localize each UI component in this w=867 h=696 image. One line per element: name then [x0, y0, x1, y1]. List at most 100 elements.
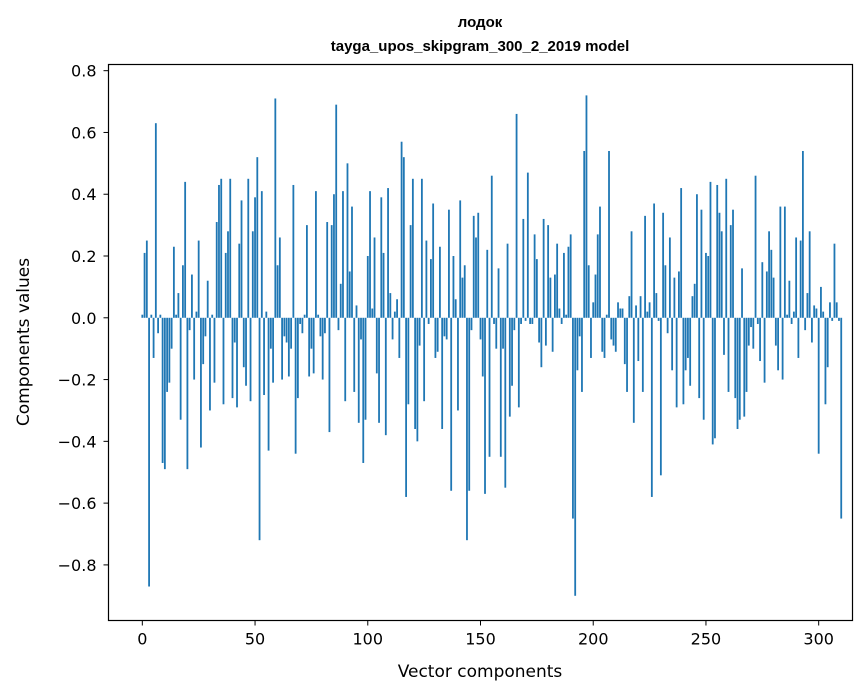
bar — [504, 317, 507, 488]
bar — [269, 317, 272, 349]
bar — [209, 317, 211, 411]
bar — [646, 311, 649, 318]
bar — [373, 237, 376, 318]
bar — [344, 317, 347, 402]
bar — [218, 184, 220, 318]
bar — [393, 311, 396, 318]
bar — [576, 317, 579, 371]
bar — [184, 181, 187, 318]
bar — [348, 271, 351, 318]
bar — [727, 317, 730, 392]
bar — [450, 317, 453, 491]
bar — [732, 209, 734, 318]
bar — [466, 317, 468, 541]
bar — [281, 317, 283, 380]
bar — [799, 240, 802, 318]
bar — [752, 317, 755, 349]
bar — [251, 231, 254, 318]
bar — [157, 317, 159, 334]
bar — [355, 305, 358, 318]
bar — [463, 265, 466, 318]
bar — [565, 314, 568, 318]
bar — [668, 237, 671, 318]
bar — [497, 268, 500, 318]
bar — [470, 317, 473, 331]
bar — [339, 283, 342, 318]
bar — [175, 314, 178, 318]
x-tick-label: 250 — [691, 630, 722, 649]
bar — [587, 265, 590, 318]
y-tick-label: 0.0 — [71, 309, 96, 328]
bar — [150, 314, 153, 318]
bar — [700, 209, 703, 318]
bar — [439, 246, 441, 318]
bar — [538, 317, 541, 343]
bar — [211, 314, 214, 318]
bar — [163, 317, 166, 470]
y-tick-label: 0.6 — [71, 123, 96, 142]
bar — [583, 150, 586, 318]
bar — [675, 317, 678, 408]
bar — [242, 317, 245, 368]
bar — [529, 317, 531, 324]
bar — [454, 299, 457, 318]
bar — [414, 317, 417, 429]
bar — [457, 317, 459, 411]
bar — [441, 317, 444, 429]
bar — [378, 317, 380, 423]
bar — [682, 317, 685, 405]
bar — [495, 317, 498, 349]
bar — [141, 314, 144, 318]
bar — [384, 317, 387, 436]
bar — [477, 212, 480, 318]
bar — [245, 317, 247, 386]
bar — [614, 317, 617, 352]
bar — [326, 222, 329, 318]
bar — [353, 317, 356, 392]
bar — [826, 317, 829, 368]
bar — [200, 317, 202, 448]
bar — [409, 225, 412, 318]
bar — [272, 317, 274, 383]
bar — [743, 317, 746, 417]
bar — [569, 234, 572, 318]
bar — [274, 98, 277, 318]
bar — [734, 317, 737, 399]
bar — [308, 317, 311, 377]
bar — [161, 317, 164, 463]
bar — [402, 157, 405, 318]
bar — [215, 222, 218, 318]
bar — [806, 293, 809, 318]
bar — [831, 317, 834, 321]
bar — [159, 314, 162, 318]
bar — [723, 317, 725, 355]
bar — [380, 197, 383, 318]
bar — [213, 317, 216, 383]
bar — [524, 317, 527, 321]
bar — [236, 317, 238, 408]
bar — [432, 203, 435, 318]
bar — [621, 308, 624, 318]
bar — [306, 225, 308, 318]
bar — [515, 113, 518, 318]
bar — [371, 308, 374, 318]
bar — [445, 317, 448, 340]
bar — [829, 302, 831, 318]
bar — [790, 317, 793, 324]
bar — [653, 203, 655, 318]
bar — [520, 317, 522, 324]
y-tick-label: −0.8 — [58, 556, 97, 575]
bar — [488, 317, 491, 457]
bar — [747, 317, 750, 346]
bar — [691, 296, 694, 318]
bar — [484, 317, 486, 494]
x-axis-ticks: 0 50 100 150 200 250 300 — [137, 620, 834, 649]
bar — [436, 317, 439, 352]
y-axis-label: Components values — [14, 258, 34, 426]
y-tick-label: 0.2 — [71, 247, 96, 266]
x-axis-label: Vector components — [398, 662, 563, 682]
bar — [637, 317, 640, 362]
bar — [599, 206, 601, 318]
bar — [542, 218, 545, 318]
